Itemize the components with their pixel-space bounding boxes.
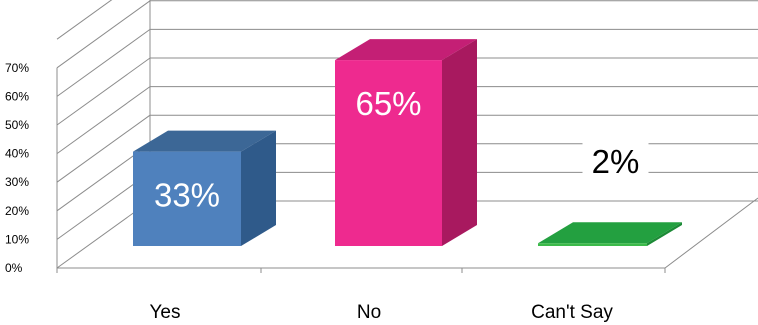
bar-top-face <box>538 222 682 244</box>
bar-side-face <box>442 39 477 246</box>
bar-top-face <box>335 39 477 61</box>
y-tick-label: 50% <box>5 118 29 132</box>
data-label: 65% <box>355 85 421 122</box>
bar-front-face <box>133 151 241 246</box>
gridline-side <box>56 0 113 40</box>
y-axis: 0% 10% 20% 30% 40% 50% 60% 70% <box>5 61 666 275</box>
bar-front-face <box>538 243 647 246</box>
bar-side-face <box>647 222 682 246</box>
y-tick-label: 10% <box>5 232 29 246</box>
y-tick-label: 0% <box>5 261 23 275</box>
y-tick-label: 30% <box>5 175 29 189</box>
bar-side-face <box>241 130 276 246</box>
bar-front-face <box>335 60 442 246</box>
gridline-side <box>56 57 151 126</box>
gridline-side <box>56 114 151 183</box>
bar-1 <box>335 39 477 246</box>
gridline-side <box>56 28 151 97</box>
category-label: No <box>357 302 381 323</box>
data-label: 33% <box>154 177 220 214</box>
y-tick-label: 20% <box>5 204 29 218</box>
category-label: Yes <box>150 302 181 323</box>
data-label-bg <box>582 140 649 182</box>
y-tick-label: 70% <box>5 61 29 75</box>
data-label: 2% <box>592 143 640 180</box>
gridline-side <box>56 86 151 155</box>
bar-2 <box>538 222 682 246</box>
bar-0 <box>133 130 276 246</box>
y-tick-label: 60% <box>5 89 29 103</box>
gridline-side <box>56 0 151 69</box>
bar-top-face <box>133 130 276 152</box>
bars <box>133 39 682 246</box>
category-label: Can't Say <box>531 302 613 323</box>
labels: 33% 65% 2% Yes No Can't Say <box>150 85 649 323</box>
y-tick-label: 40% <box>5 147 29 161</box>
